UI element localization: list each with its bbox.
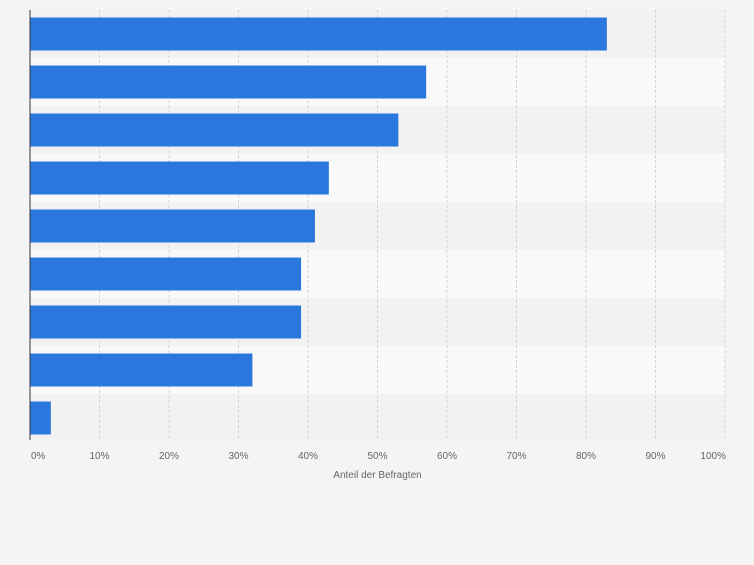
x-tick-label: 80%: [576, 451, 596, 462]
x-tick-label: 20%: [159, 451, 179, 462]
bar[interactable]: [30, 305, 302, 339]
bar[interactable]: [30, 209, 315, 243]
bar[interactable]: [30, 17, 607, 51]
bar[interactable]: [30, 401, 51, 435]
x-tick-labels: 0% 10% 20% 30% 40% 50% 60% 70% 80% 90% 100%: [31, 451, 726, 462]
bar[interactable]: [30, 353, 253, 387]
x-tick-label: 40%: [298, 451, 318, 462]
x-tick-label: 10%: [89, 451, 109, 462]
x-tick-label: 100%: [700, 451, 726, 462]
bar[interactable]: [30, 113, 399, 147]
x-tick-label: 70%: [506, 451, 526, 462]
x-tick-label: 60%: [437, 451, 457, 462]
x-tick-label: 50%: [367, 451, 387, 462]
bar[interactable]: [30, 65, 427, 99]
x-tick-label: 0%: [31, 451, 46, 462]
bar[interactable]: [30, 257, 302, 291]
bars: [30, 17, 607, 435]
x-tick-label: 30%: [228, 451, 248, 462]
x-axis-title: Anteil der Befragten: [333, 470, 421, 481]
bar[interactable]: [30, 161, 329, 195]
x-tick-label: 90%: [645, 451, 665, 462]
